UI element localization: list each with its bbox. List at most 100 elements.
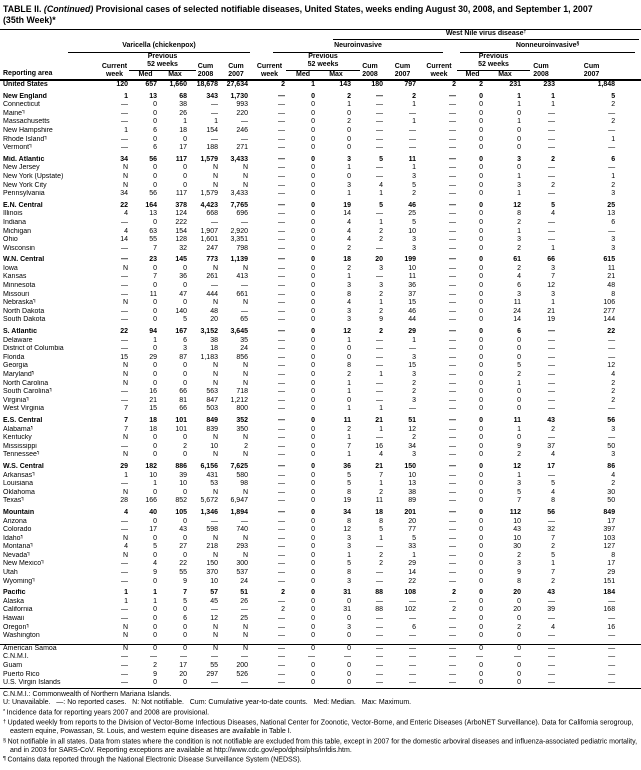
value-cell: 0 <box>479 442 483 450</box>
value-cell: 9 <box>379 316 383 324</box>
value-cell: 7 <box>551 569 555 577</box>
table-row: Indiana — 0 222 — — — 0 4 1 5 — 0 2 — 6 <box>0 219 641 228</box>
value-cell: 12 <box>408 425 416 433</box>
value-cell: 0 <box>517 615 521 623</box>
value-cell: — <box>121 135 128 143</box>
value-cell: — <box>121 388 128 396</box>
value-cell: — <box>278 101 285 109</box>
value-cell: 2 <box>379 328 383 336</box>
value-cell: — <box>548 362 555 370</box>
value-cell: 4 <box>124 227 128 235</box>
value-cell: 0 <box>183 164 187 172</box>
value-cell: N <box>242 164 248 172</box>
value-cell: 1 <box>347 434 351 442</box>
value-cell: 0 <box>311 623 315 631</box>
value-cell: — <box>376 172 383 180</box>
value-cell: 51 <box>240 589 248 597</box>
value-cell: — <box>278 371 285 378</box>
value-cell: — <box>344 653 351 661</box>
value-cell: 0 <box>153 488 157 496</box>
value-cell: 11 <box>607 264 616 272</box>
value-cell: — <box>278 201 285 209</box>
value-cell: 9 <box>153 569 157 577</box>
reporting-area-cell: New Jersey <box>3 164 40 172</box>
value-cell: 2 <box>517 264 521 272</box>
value-cell: — <box>449 264 456 272</box>
value-cell: — <box>121 615 128 623</box>
value-cell: N <box>122 379 128 387</box>
table-row: Maine¶ — 0 26 — 220 — 0 0 — — — 0 0 — — <box>0 110 641 119</box>
wnv-group-header: West Nile virus disease† <box>251 30 641 40</box>
nonneuro-cum-2007-header: Cum 2007 <box>558 53 641 81</box>
value-cell: 0 <box>311 155 315 163</box>
value-cell: — <box>449 92 456 100</box>
value-cell: — <box>278 236 285 244</box>
reporting-area-cell: Wyoming¶ <box>3 577 35 585</box>
footnotes: C.N.M.I.: Commonwealth of Northern Maria… <box>0 689 641 766</box>
value-cell: — <box>121 282 128 290</box>
value-cell: N <box>122 181 128 189</box>
value-cell: — <box>121 577 128 585</box>
value-cell: 0 <box>183 371 187 378</box>
value-cell: 24 <box>240 345 248 353</box>
value-cell: 22 <box>607 328 616 336</box>
value-cell: 0 <box>347 632 351 640</box>
value-cell: — <box>449 396 456 404</box>
value-cell: 2 <box>379 488 383 496</box>
value-cell: 14 <box>343 210 351 218</box>
value-cell: 7,765 <box>230 201 248 209</box>
value-cell: 77 <box>408 526 416 534</box>
value-cell: 350 <box>236 425 248 433</box>
reporting-area-cell: E.N. Central <box>3 201 43 209</box>
value-cell: — <box>449 118 456 126</box>
value-cell: 3 <box>611 451 616 459</box>
value-cell: 1 <box>124 589 128 597</box>
value-cell: 7 <box>517 497 521 505</box>
value-cell: 0 <box>183 517 187 525</box>
value-cell: — <box>278 451 285 459</box>
nonneuroinvasive-label: Nonneuroinvasive <box>515 42 577 49</box>
value-cell: 22 <box>120 201 128 209</box>
value-cell: 21 <box>375 462 383 470</box>
value-cell: 293 <box>236 543 248 551</box>
value-cell: 1 <box>611 135 616 143</box>
table-row: Mountain 4 40 105 1,346 1,894 — 0 34 18 201 — 0 112 56… <box>0 509 641 518</box>
value-cell: 1 <box>379 299 383 307</box>
value-cell: 9 <box>183 577 187 585</box>
value-cell: 0 <box>517 345 521 353</box>
value-cell: 8 <box>611 290 616 298</box>
value-cell: — <box>121 244 128 252</box>
value-cell: 36 <box>408 282 416 290</box>
value-cell: 1,730 <box>230 92 248 100</box>
value-cell: — <box>121 256 128 264</box>
value-cell: 36 <box>179 273 187 281</box>
value-cell: 7 <box>551 534 555 542</box>
value-cell: 0 <box>153 551 157 559</box>
value-cell: — <box>278 396 285 404</box>
value-cell: 0 <box>311 405 315 413</box>
value-cell: 0 <box>153 606 157 614</box>
varicella-current-week-header: Current week <box>98 53 131 81</box>
value-cell: 3,351 <box>230 236 248 244</box>
value-cell: — <box>121 290 128 298</box>
value-cell: — <box>449 201 456 209</box>
value-cell: 0 <box>311 273 315 281</box>
value-cell: 0 <box>153 345 157 353</box>
value-cell: 45 <box>210 597 218 605</box>
value-cell: — <box>558 643 641 654</box>
value-cell: 1 <box>412 336 416 344</box>
value-cell: 0 <box>479 353 483 361</box>
value-cell: 5 <box>412 181 416 189</box>
value-cell: — <box>278 328 285 336</box>
value-cell: 5 <box>551 480 555 488</box>
value-cell: 140 <box>175 307 187 315</box>
value-cell: 0 <box>479 218 483 226</box>
reporting-area-cell: Connecticut <box>3 101 40 109</box>
value-cell: 0 <box>153 623 157 631</box>
neuro-previous-52-weeks-header: Previous 52 weeks <box>286 53 360 71</box>
value-cell: 31 <box>343 589 351 597</box>
value-cell: 7 <box>153 273 157 281</box>
value-cell: 2 <box>551 181 555 189</box>
value-cell: 15 <box>408 362 416 370</box>
value-cell: 0 <box>517 662 521 669</box>
